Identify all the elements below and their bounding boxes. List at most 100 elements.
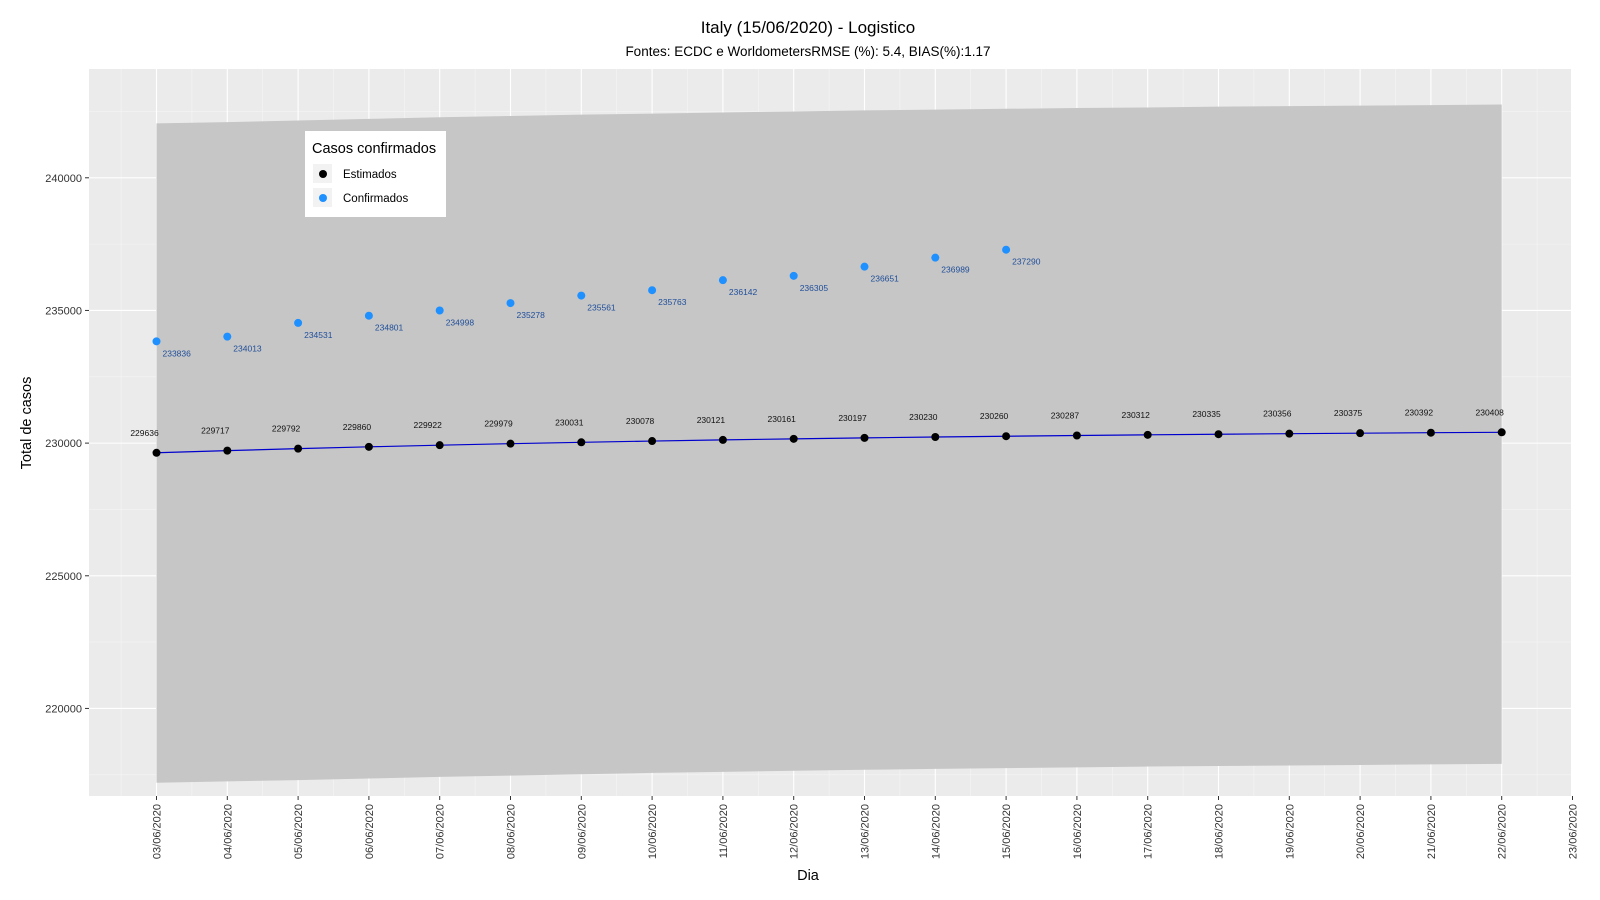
confirmados-data-label: 234013 xyxy=(233,344,262,354)
estimados-data-label: 230287 xyxy=(1051,410,1080,420)
x-tick-label: 07/06/2020 xyxy=(435,804,447,859)
x-tick-label: 10/06/2020 xyxy=(647,804,659,859)
confirmados-point xyxy=(718,276,727,285)
estimados-point xyxy=(577,438,586,447)
estimados-point xyxy=(1426,428,1435,437)
estimados-point xyxy=(506,439,515,448)
estimados-data-label: 230408 xyxy=(1476,407,1505,417)
confirmados-point xyxy=(364,311,373,320)
estimados-data-label: 230197 xyxy=(838,413,867,423)
confirmados-data-label: 234998 xyxy=(446,318,475,328)
x-tick-label: 08/06/2020 xyxy=(506,804,518,859)
estimados-data-label: 230356 xyxy=(1263,409,1292,419)
legend-label-confirmados: Confirmados xyxy=(343,193,408,205)
x-axis-title: Dia xyxy=(797,868,820,884)
confirmados-point xyxy=(1002,245,1011,254)
estimados-point xyxy=(152,448,161,457)
confidence-band xyxy=(156,104,1502,783)
estimados-point xyxy=(1143,430,1152,439)
x-tick-label: 15/06/2020 xyxy=(1001,804,1013,859)
estimados-data-label: 230375 xyxy=(1334,408,1363,418)
confirmados-data-label: 235561 xyxy=(587,303,616,313)
confirmados-data-label: 234531 xyxy=(304,330,333,340)
y-tick-label: 225000 xyxy=(45,571,82,583)
legend-key-confirmados xyxy=(319,194,327,202)
y-tick-label: 235000 xyxy=(45,305,82,317)
confirmados-point xyxy=(648,286,657,295)
plot-layer: 220000 225000 230000 235000 240000 03/06/2020… xyxy=(45,69,1580,859)
estimados-point xyxy=(1002,432,1011,441)
confirmados-point xyxy=(860,262,869,271)
estimados-data-label: 230078 xyxy=(626,416,655,426)
legend-label-estimados: Estimados xyxy=(343,169,397,181)
estimados-point xyxy=(1285,429,1294,438)
estimados-data-label: 230121 xyxy=(697,415,726,425)
estimados-point xyxy=(860,433,869,442)
x-tick-label: 20/06/2020 xyxy=(1355,804,1367,859)
confirmados-point xyxy=(152,337,161,346)
confirmados-data-label: 235278 xyxy=(517,310,546,320)
chart-title: Italy (15/06/2020) - Logistico xyxy=(701,18,916,37)
legend-title: Casos confirmados xyxy=(312,141,436,157)
estimados-data-label: 230161 xyxy=(768,414,797,424)
estimados-point xyxy=(1497,428,1506,437)
estimados-data-label: 229717 xyxy=(201,426,230,436)
x-tick-label: 06/06/2020 xyxy=(364,804,376,859)
estimados-data-label: 230392 xyxy=(1405,408,1434,418)
x-tick-label: 04/06/2020 xyxy=(222,804,234,859)
confirmados-data-label: 237290 xyxy=(1012,257,1041,267)
confirmados-data-label: 236305 xyxy=(800,283,829,293)
x-tick-label: 21/06/2020 xyxy=(1426,804,1438,859)
x-tick-label: 11/06/2020 xyxy=(718,804,730,858)
confirmados-point xyxy=(789,271,798,280)
estimados-point xyxy=(718,435,727,444)
estimados-point xyxy=(1214,430,1223,439)
x-tick-label: 09/06/2020 xyxy=(576,804,588,859)
estimados-point xyxy=(789,434,798,443)
confirmados-point xyxy=(223,332,232,341)
confirmados-data-label: 233836 xyxy=(163,348,192,358)
confirmados-data-label: 234801 xyxy=(375,323,404,333)
confirmados-data-label: 236989 xyxy=(941,265,970,275)
confirmados-data-label: 236142 xyxy=(729,287,758,297)
estimados-data-label: 229636 xyxy=(130,428,159,438)
x-tick-label: 18/06/2020 xyxy=(1214,804,1226,859)
legend: Casos confirmados Estimados Confirmados xyxy=(305,131,446,217)
x-tick-label: 14/06/2020 xyxy=(930,804,942,859)
estimados-data-label: 229860 xyxy=(343,422,372,432)
y-axis-title: Total de casos xyxy=(19,377,35,470)
y-tick-label: 240000 xyxy=(45,173,82,185)
x-tick-label: 19/06/2020 xyxy=(1284,804,1296,859)
x-tick-label: 03/06/2020 xyxy=(152,804,164,859)
estimados-data-label: 230260 xyxy=(980,411,1009,421)
estimados-line xyxy=(156,431,1502,454)
x-tick-label: 12/06/2020 xyxy=(789,804,801,859)
estimados-data-label: 229922 xyxy=(414,420,443,430)
confirmados-point xyxy=(577,291,586,300)
confirmados-point xyxy=(294,318,303,327)
estimados-point xyxy=(648,437,657,446)
estimados-data-label: 229792 xyxy=(272,424,301,434)
x-tick-label: 05/06/2020 xyxy=(293,804,305,859)
estimados-point xyxy=(931,433,940,442)
confirmados-point xyxy=(506,299,515,308)
estimados-data-label: 229979 xyxy=(484,419,513,429)
confirmados-data-label: 236651 xyxy=(871,274,900,284)
estimados-data-label: 230335 xyxy=(1192,409,1221,419)
estimados-data-label: 230031 xyxy=(555,417,584,427)
estimados-point xyxy=(223,446,232,455)
x-tick-label: 17/06/2020 xyxy=(1143,804,1155,859)
estimados-point xyxy=(435,441,444,450)
estimados-point xyxy=(1072,431,1081,440)
chart-subtitle: Fontes: ECDC e WorldometersRMSE (%): 5.4… xyxy=(625,44,990,59)
x-tick-label: 23/06/2020 xyxy=(1568,804,1580,859)
estimados-point xyxy=(294,444,303,453)
y-tick-label: 230000 xyxy=(45,438,82,450)
y-tick-label: 220000 xyxy=(45,703,82,715)
x-tick-label: 13/06/2020 xyxy=(860,804,872,859)
estimados-data-label: 230312 xyxy=(1122,410,1151,420)
confirmados-data-label: 235763 xyxy=(658,297,687,307)
estimados-point xyxy=(364,442,373,451)
